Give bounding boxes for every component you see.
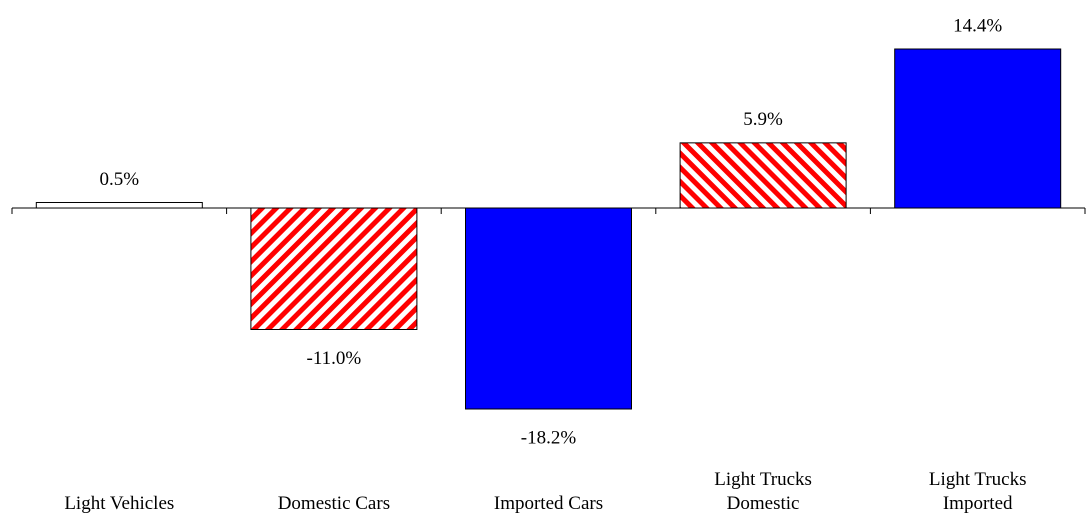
value-label: 14.4% (953, 15, 1002, 36)
x-tick-label: Light Vehicles (64, 493, 175, 514)
x-tick-label: Domestic Cars (277, 493, 391, 514)
bar (35, 201, 203, 209)
value-label: -11.0% (307, 348, 362, 369)
x-tick-label: Imported Cars (493, 493, 604, 514)
value-label: 0.5% (100, 169, 140, 190)
bar (465, 207, 632, 410)
bar (679, 142, 847, 209)
value-label: -18.2% (521, 427, 577, 448)
bar (250, 207, 418, 330)
value-label: 5.9% (743, 109, 783, 130)
bar (894, 48, 1062, 209)
x-tick-label: Light Trucks Imported (928, 469, 1027, 514)
x-tick-label: Light Trucks Domestic (714, 469, 812, 514)
